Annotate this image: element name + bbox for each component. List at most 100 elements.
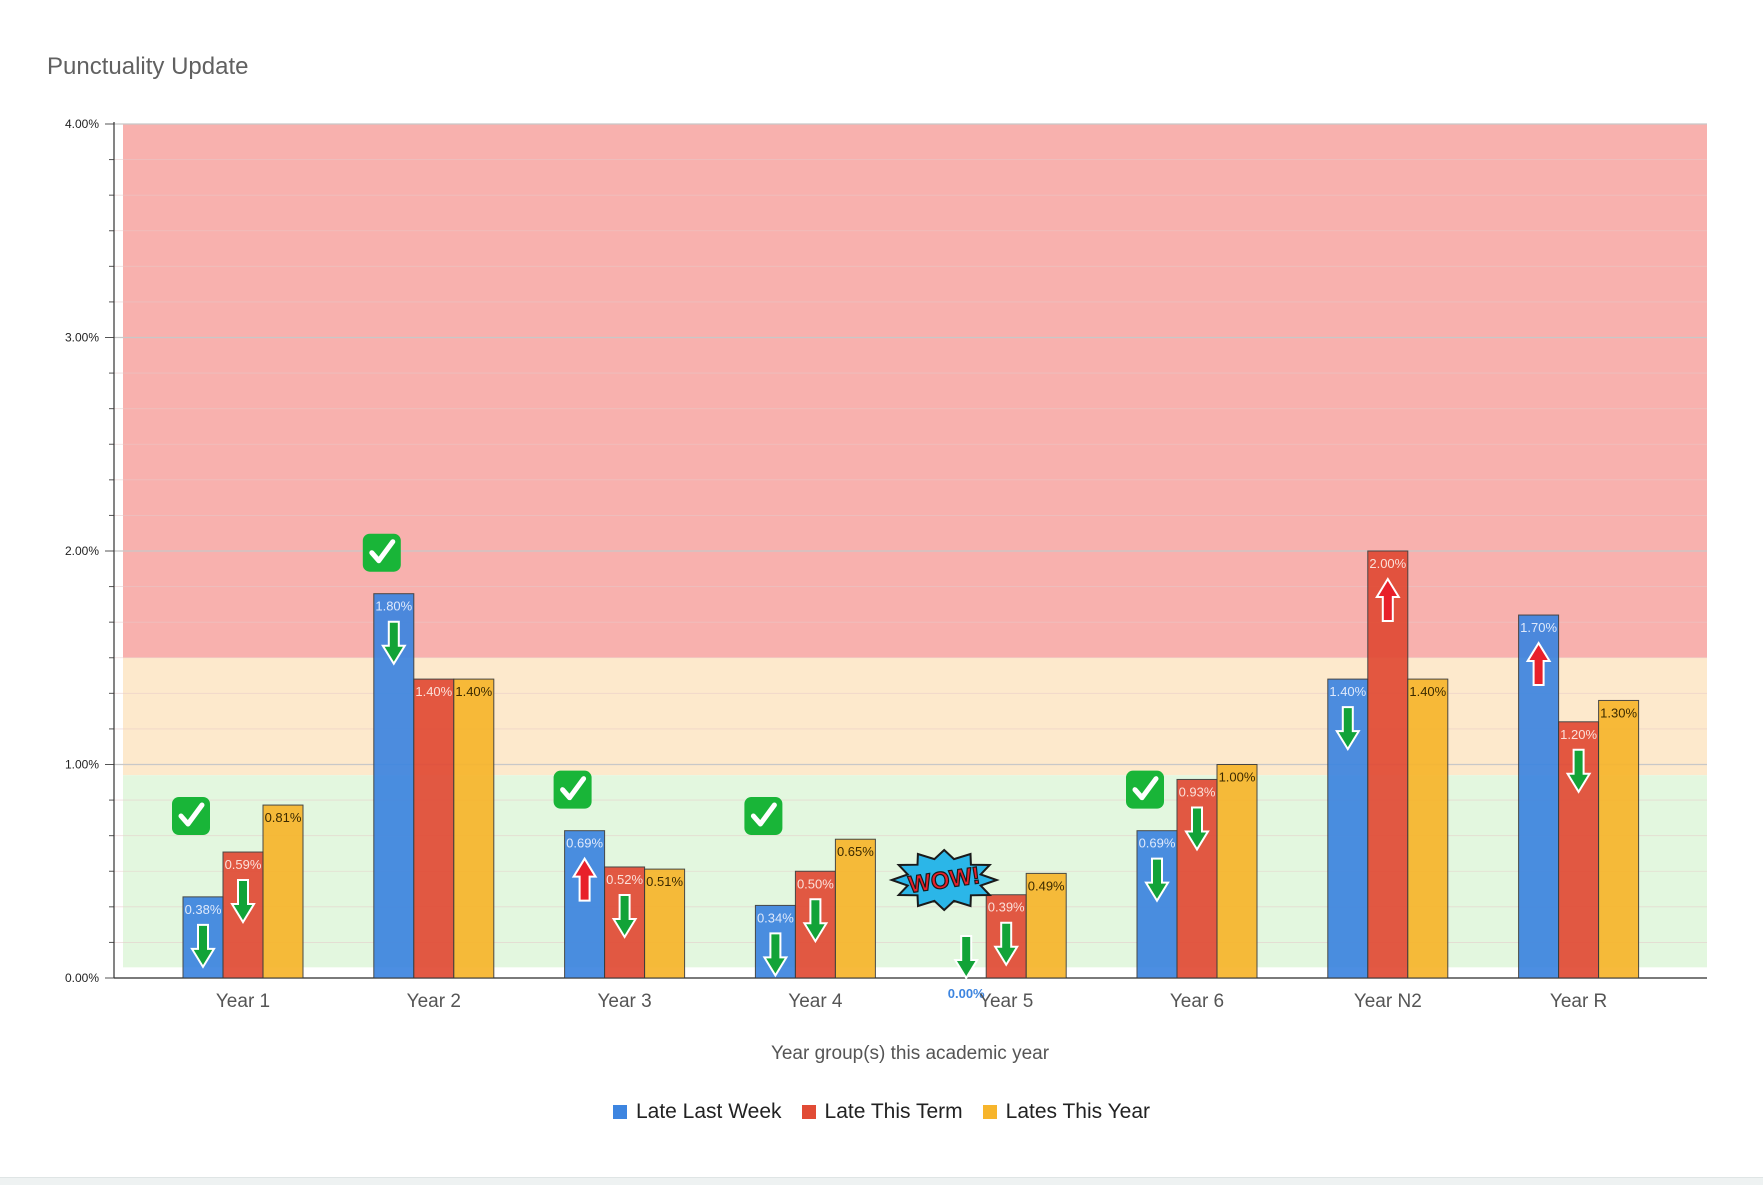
data-label: 1.30% (1600, 705, 1637, 720)
arrow-up-icon (1525, 641, 1552, 687)
legend-item[interactable]: Lates This Year (982, 1100, 1151, 1124)
data-label: 1.20% (1560, 727, 1597, 742)
check-mark (178, 802, 205, 827)
arrow-shape (802, 898, 829, 944)
arrow-down-icon (953, 935, 979, 980)
arrow-shape (953, 935, 979, 980)
legend-label: Late Last Week (635, 1100, 782, 1123)
check-badge-icon (1126, 770, 1164, 809)
arrow-shape (1184, 806, 1210, 852)
arrow-down-icon (762, 932, 789, 978)
arrow-shape (762, 932, 789, 978)
data-label: 0.49% (1028, 878, 1065, 893)
legend-item[interactable]: Late This Term (801, 1100, 963, 1124)
data-label: 0.38% (185, 902, 222, 917)
data-label: 2.00% (1369, 556, 1406, 571)
data-label: 0.51% (646, 874, 683, 889)
bar (1136, 830, 1178, 979)
bar (1216, 764, 1258, 979)
arrow-down-icon (802, 898, 829, 944)
data-label: 1.40% (1409, 684, 1446, 699)
y-tick-label: 2.00% (65, 544, 99, 558)
zone-band-red (123, 124, 1707, 658)
check-mark (750, 802, 777, 827)
legend-item[interactable]: Late Last Week (612, 1100, 782, 1124)
arrow-up-icon (571, 856, 598, 902)
y-tick-label: 3.00% (65, 331, 99, 345)
x-tick-label: Year 2 (407, 991, 461, 1012)
data-label: 1.40% (1329, 684, 1366, 699)
data-label: 1.80% (375, 599, 412, 614)
check-badge-icon (553, 770, 592, 809)
bar (834, 838, 876, 979)
bar (564, 830, 606, 979)
bar (1598, 699, 1640, 979)
arrow-up-icon (1375, 577, 1401, 622)
wow-burst (888, 848, 1000, 912)
data-label: 0.65% (837, 844, 874, 859)
y-tick-label: 0.00% (65, 971, 99, 985)
data-label: 0.50% (797, 876, 834, 891)
data-label: 1.40% (455, 684, 492, 699)
data-label: 0.93% (1179, 784, 1216, 799)
bar (262, 804, 304, 979)
arrow-down-icon (190, 923, 216, 969)
arrow-shape (1375, 577, 1401, 622)
arrow-shape (611, 893, 638, 939)
arrow-shape (1525, 641, 1552, 687)
bar (644, 868, 686, 979)
x-axis-title: Year group(s) this academic year (771, 1043, 1050, 1064)
data-label: 0.69% (1139, 836, 1176, 851)
arrow-shape (190, 923, 216, 969)
arrow-down-icon (611, 893, 638, 939)
chart-title: Punctuality Update (47, 53, 249, 80)
check-badge-icon (362, 533, 401, 572)
arrow-down-icon (1144, 857, 1170, 903)
legend-swatch (801, 1105, 816, 1119)
arrow-down-icon (230, 879, 256, 924)
data-label: 0.00% (948, 986, 985, 1001)
arrow-shape (1144, 857, 1170, 903)
data-label: 0.39% (988, 900, 1025, 915)
check-mark (1132, 776, 1159, 801)
x-tick-label: Year 5 (979, 991, 1033, 1012)
check-badge-icon (744, 797, 783, 835)
x-tick-label: Year 6 (1170, 991, 1224, 1012)
arrow-shape (571, 856, 598, 902)
x-tick-label: Year 3 (597, 991, 651, 1012)
wow-sticker-icon: WOW! (888, 848, 1000, 912)
arrow-down-icon (1184, 806, 1210, 852)
data-label: 0.52% (606, 872, 643, 887)
x-tick-label: Year N2 (1354, 991, 1422, 1012)
data-label: 1.40% (415, 684, 452, 699)
arrow-shape (1565, 748, 1592, 794)
legend-swatch (982, 1105, 997, 1119)
y-tick-label: 4.00% (65, 117, 99, 131)
bar (1025, 872, 1067, 979)
arrow-down-icon (381, 620, 407, 666)
zone-band-amber (123, 657, 1707, 776)
x-tick-label: Year 4 (788, 991, 843, 1012)
legend: Late Last Week Late This Term Lates This Y… (0, 1100, 1763, 1124)
data-label: 0.81% (265, 810, 302, 825)
y-tick-label: 1.00% (65, 758, 99, 772)
legend-swatch (612, 1105, 627, 1119)
arrow-shape (1335, 706, 1361, 752)
check-badge-icon (172, 797, 210, 835)
arrow-shape (993, 921, 1019, 967)
data-label: 0.34% (757, 910, 794, 925)
bar (413, 678, 455, 979)
bar (453, 678, 495, 979)
arrow-down-icon (993, 921, 1019, 967)
arrow-shape (230, 879, 256, 924)
arrow-down-icon (1565, 748, 1592, 794)
legend-label: Late This Term (824, 1100, 963, 1123)
check-mark (560, 776, 587, 801)
arrow-shape (381, 620, 407, 666)
bar (1367, 550, 1409, 979)
data-label: 0.69% (566, 836, 603, 851)
data-label: 1.70% (1520, 620, 1557, 635)
legend-label: Lates This Year (1005, 1100, 1151, 1123)
